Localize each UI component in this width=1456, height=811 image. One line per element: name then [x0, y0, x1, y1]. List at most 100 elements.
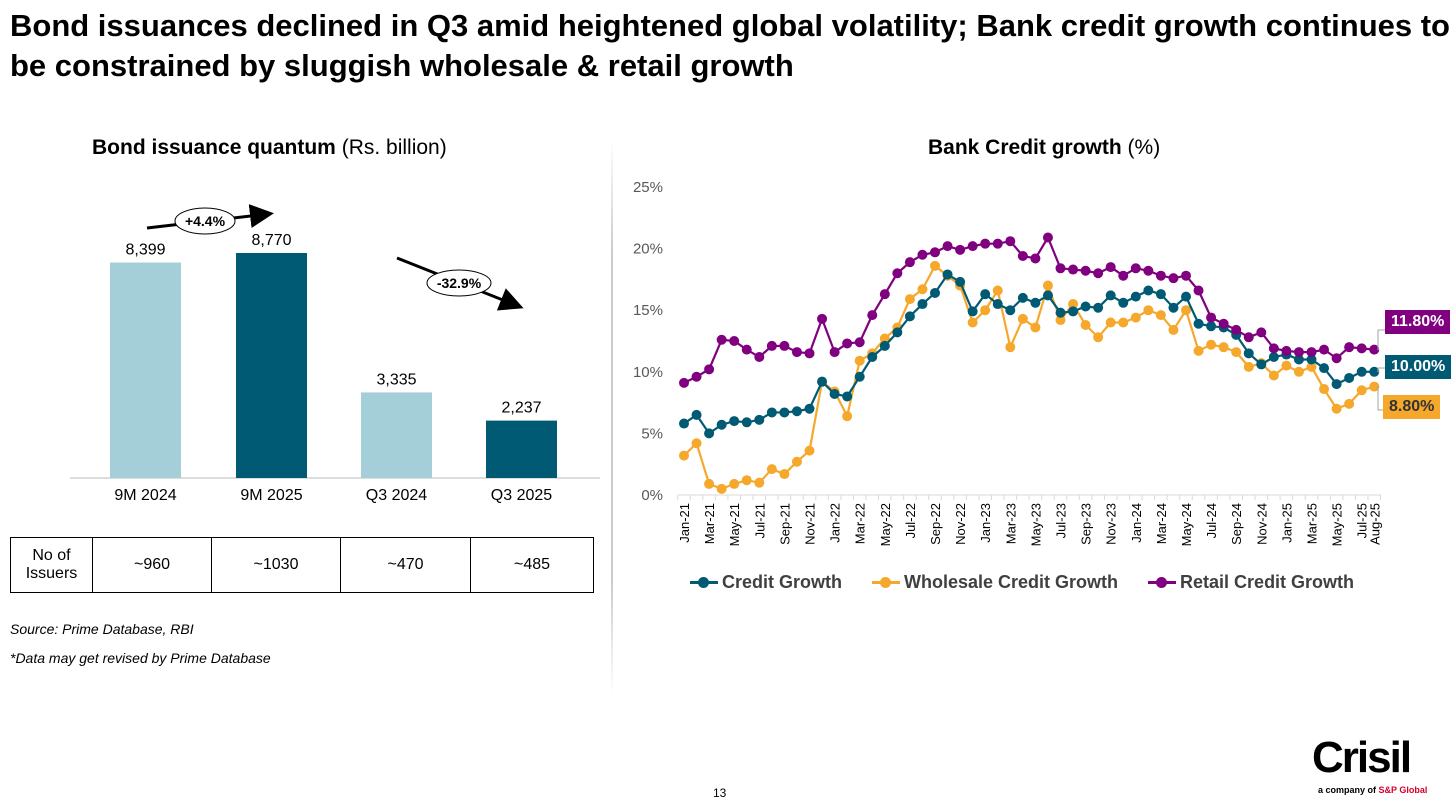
data-point [704, 428, 715, 439]
data-point [1118, 317, 1129, 328]
logo-tagline: a company of S&P Global [1318, 785, 1427, 795]
line-title-unit: (%) [1127, 136, 1161, 159]
data-point [1356, 366, 1367, 377]
data-point [967, 306, 978, 317]
data-point [980, 289, 991, 300]
data-point [741, 344, 752, 355]
data-point [1268, 352, 1279, 363]
data-point [1306, 354, 1317, 365]
data-point [679, 377, 689, 388]
x-tick-label: Mar-23 [1003, 503, 1018, 544]
data-point [766, 464, 777, 475]
x-tick-label: Jul-25 [1355, 503, 1370, 538]
x-tick-label: Jul-22 [903, 503, 918, 538]
data-point [754, 414, 765, 425]
revision-note: *Data may get revised by Prime Database [10, 650, 271, 666]
y-tick-label: 10% [633, 364, 663, 381]
data-point [716, 334, 727, 345]
data-point [1080, 319, 1091, 330]
data-point [1017, 313, 1028, 324]
line-title-text: Bank Credit growth [928, 136, 1122, 159]
data-point [1093, 302, 1104, 313]
legend-marker [872, 577, 900, 588]
data-point [729, 416, 740, 427]
data-point [1042, 290, 1053, 301]
logo-tagline-text: a company of [1318, 785, 1377, 795]
x-tick-label: Nov-23 [1104, 503, 1119, 545]
data-point [1143, 285, 1154, 296]
data-point [1155, 310, 1166, 321]
data-point [867, 310, 878, 321]
x-tick-label: Mar-25 [1305, 503, 1320, 544]
data-point [1105, 317, 1116, 328]
data-point [766, 340, 777, 351]
data-point [1118, 270, 1129, 281]
x-tick-label: Nov-21 [803, 503, 818, 545]
data-point [1256, 359, 1267, 370]
end-label-credit: 10.00% [1385, 355, 1452, 379]
chart-legend: Credit Growth Wholesale Credit Growth Re… [690, 572, 1354, 593]
data-point [1293, 366, 1304, 377]
data-point [1356, 343, 1367, 354]
data-point [930, 247, 940, 258]
data-point [1055, 307, 1066, 318]
slide-title: Bond issuances declined in Q3 amid heigh… [10, 8, 1450, 83]
data-point [1068, 306, 1079, 317]
data-point [1093, 332, 1104, 343]
data-point [854, 337, 865, 348]
table-row: No of Issuers ~960 ~1030 ~470 ~485 [10, 537, 594, 593]
data-point [1206, 321, 1217, 332]
data-point [1231, 324, 1242, 335]
bar-category-label: Q3 2025 [491, 487, 552, 504]
data-point [1155, 289, 1166, 300]
data-point [980, 305, 991, 316]
data-point [804, 445, 815, 456]
x-tick-label: May-22 [878, 503, 893, 546]
data-point [1030, 253, 1041, 264]
bar-value-label: 3,335 [376, 371, 416, 388]
data-point [817, 376, 828, 387]
data-point [854, 355, 865, 366]
data-point [716, 419, 727, 430]
data-point [1206, 312, 1217, 323]
data-point [892, 268, 903, 279]
bar-value-label: 2,237 [501, 400, 541, 417]
data-point [1206, 339, 1217, 350]
data-point [804, 403, 815, 414]
data-point [679, 450, 689, 461]
data-point [1005, 342, 1016, 353]
data-point [1080, 301, 1091, 312]
page-number: 13 [713, 786, 727, 800]
legend-label: Credit Growth [722, 572, 842, 592]
data-point [980, 238, 991, 249]
data-point [1005, 305, 1016, 316]
data-point [1369, 381, 1380, 392]
legend-marker [690, 577, 718, 588]
x-tick-label: Jan-22 [828, 503, 843, 543]
legend-label: Retail Credit Growth [1180, 572, 1355, 592]
issuers-table: No of Issuers ~960 ~1030 ~470 ~485 [10, 537, 594, 593]
data-point [1068, 264, 1079, 275]
bar [486, 420, 557, 478]
data-point [754, 477, 765, 488]
data-point [829, 388, 840, 399]
bar-title-text: Bond issuance quantum [92, 136, 336, 159]
data-point [1243, 348, 1254, 359]
y-tick-label: 25% [633, 179, 663, 196]
x-tick-label: Jul-21 [752, 503, 767, 538]
x-tick-label: Jan-24 [1129, 503, 1144, 543]
data-point [779, 469, 790, 480]
data-point [754, 352, 765, 363]
x-tick-label: Jul-23 [1054, 503, 1069, 538]
y-tick-label: 5% [641, 425, 663, 442]
data-point [741, 417, 752, 428]
data-point [1231, 347, 1242, 358]
series-line [683, 235, 1375, 384]
data-point [704, 478, 715, 489]
bar [361, 392, 432, 478]
data-point [1218, 318, 1229, 329]
legend-item-credit: Credit Growth [690, 572, 842, 593]
legend-item-retail: Retail Credit Growth [1148, 572, 1354, 593]
data-point [917, 284, 928, 295]
